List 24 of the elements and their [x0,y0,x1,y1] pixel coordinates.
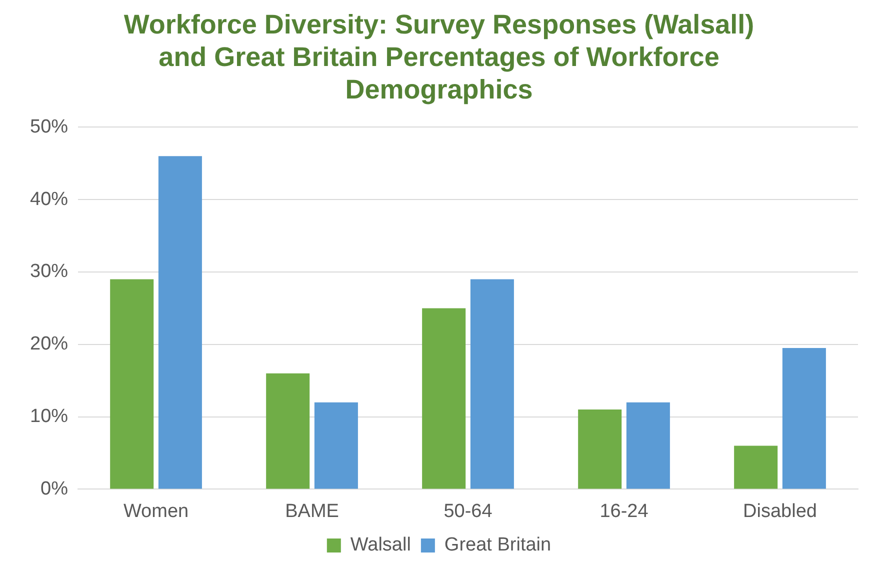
legend-label: Walsall [350,534,411,556]
bar [578,410,622,489]
y-tick-label: 50% [30,116,68,138]
y-tick-label: 40% [30,188,68,210]
x-tick-label: Disabled [743,500,817,522]
legend-label: Great Britain [444,534,552,556]
bar [314,402,358,489]
bar [110,279,154,489]
x-tick-label: 16-24 [600,500,649,522]
x-tick-label: 50-64 [444,500,493,522]
y-tick-label: 0% [40,478,68,500]
bar [158,156,202,489]
y-tick-label: 10% [30,406,68,428]
chart-title: Workforce Diversity: Survey Responses (Walsall) and Great Britain Percentages of Workforce Demographics [124,10,754,104]
bar [734,446,778,489]
y-tick-label: 30% [30,261,68,282]
y-tick-label: 20% [30,334,68,355]
bar [782,348,826,489]
x-tick-label: BAME [285,500,339,522]
bar [470,279,514,489]
bar [266,373,310,489]
x-tick-label: Women [123,500,189,522]
bar [422,308,466,489]
bar [626,402,670,489]
